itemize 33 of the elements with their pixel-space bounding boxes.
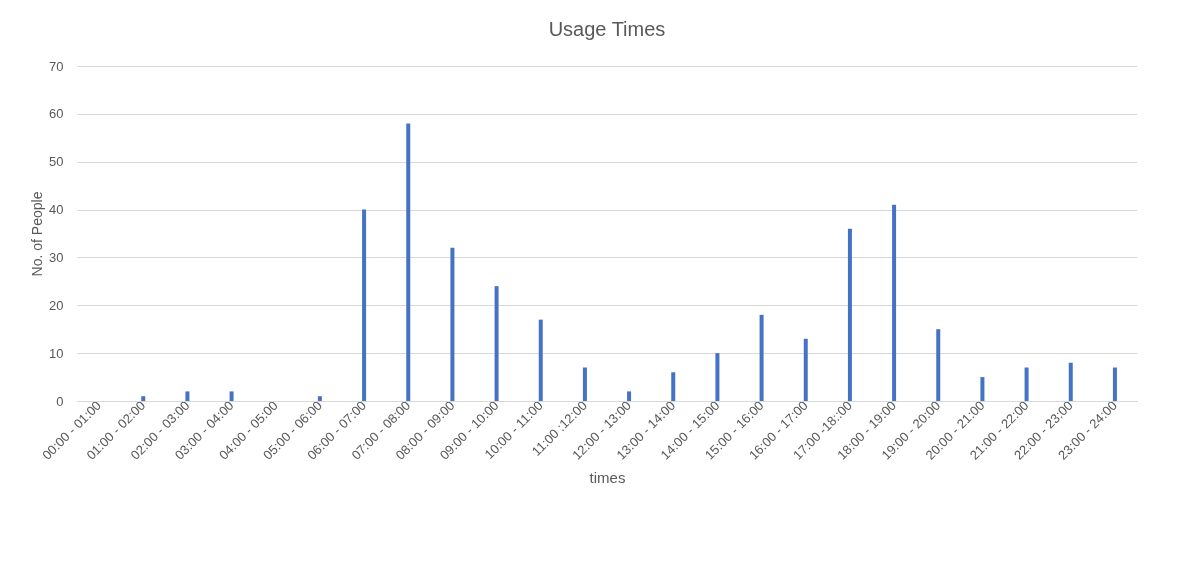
bar [1068, 362, 1073, 401]
bar [317, 396, 322, 401]
y-tick-label: 50 [49, 154, 64, 170]
y-tick-label: 40 [49, 202, 64, 218]
bar [406, 123, 411, 401]
bar [803, 338, 808, 401]
y-tick-label: 10 [49, 345, 64, 361]
x-axis-title: times [589, 468, 626, 486]
bar [494, 286, 499, 401]
bar [671, 372, 676, 401]
bar [1024, 367, 1029, 401]
y-tick-label: 20 [49, 297, 64, 313]
y-tick-label: 70 [49, 58, 64, 74]
bar [1112, 367, 1117, 401]
y-tick-label: 30 [49, 249, 64, 265]
bar [362, 209, 367, 401]
bar [715, 353, 720, 401]
y-tick-label: 60 [49, 106, 64, 122]
y-axis-title: No. of People [29, 191, 46, 277]
bar [759, 314, 764, 401]
bar [627, 391, 632, 401]
bar [980, 377, 985, 401]
bar [141, 396, 146, 401]
bar [185, 391, 190, 401]
bar [936, 329, 941, 401]
bar [847, 228, 852, 401]
bar [450, 247, 455, 401]
bar [582, 367, 587, 401]
bar [538, 319, 543, 401]
bar [892, 204, 897, 401]
chart-title: Usage Times [548, 18, 666, 40]
y-tick-label: 0 [56, 393, 64, 409]
bar [229, 391, 234, 401]
